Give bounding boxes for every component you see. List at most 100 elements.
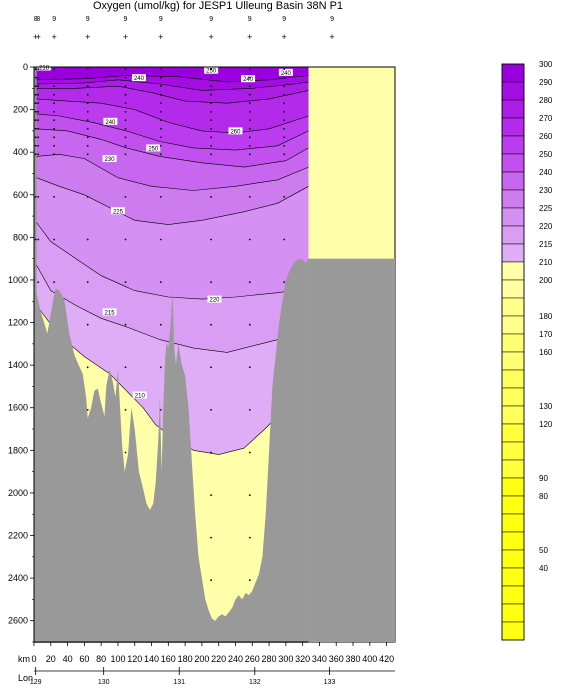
- station-label: 8: [34, 16, 38, 23]
- sample-dot: [248, 102, 251, 105]
- sample-dot: [124, 136, 127, 139]
- sample-dot: [283, 85, 286, 88]
- colorbar-label: 40: [539, 564, 548, 573]
- sample-dot: [124, 451, 127, 454]
- sample-dot: [248, 119, 251, 122]
- sample-dot: [124, 85, 127, 88]
- contour-label: 225: [110, 207, 125, 215]
- sample-dot: [283, 136, 286, 139]
- sample-dot: [53, 238, 55, 241]
- sample-dot: [34, 76, 37, 79]
- svg-text:240: 240: [281, 71, 292, 77]
- fill-above-c290: [36, 67, 309, 82]
- sample-dot: [86, 76, 89, 79]
- colorbar-cell: [501, 135, 525, 155]
- station-plus-marker: +: [123, 32, 128, 42]
- sample-dot: [53, 196, 55, 198]
- sample-dot: [210, 127, 213, 130]
- colorbar-cell: [501, 423, 525, 443]
- sample-dot: [210, 144, 213, 147]
- sample-dot: [86, 93, 89, 96]
- sample-dot: [210, 196, 213, 198]
- sample-dot: [248, 93, 251, 96]
- sample-dot: [37, 110, 40, 113]
- sample-dot: [53, 127, 55, 130]
- colorbar-cell: [501, 495, 525, 515]
- sample-dot: [53, 110, 55, 113]
- colorbar-cell: [501, 441, 525, 461]
- sample-dot: [210, 579, 213, 582]
- sample-dot: [210, 409, 213, 411]
- x-tick-label: 420: [379, 654, 394, 664]
- contour-line-c215: [36, 264, 309, 353]
- x-tick-label: 40: [63, 654, 73, 664]
- sample-dot: [86, 409, 89, 411]
- sample-dot: [210, 110, 213, 113]
- colorbar-label: 200: [539, 276, 553, 285]
- y-tick-label: 2000: [8, 488, 28, 498]
- station-plus-marker: +: [52, 32, 57, 42]
- sample-dot: [248, 76, 251, 79]
- sample-dot: [248, 366, 251, 369]
- sample-dot: [86, 102, 89, 105]
- sample-dot: [283, 102, 286, 105]
- sample-dot: [34, 110, 37, 113]
- svg-text:250: 250: [148, 146, 159, 152]
- sample-dot: [210, 366, 213, 369]
- colorbar-label: 170: [539, 330, 553, 339]
- svg-text:260: 260: [230, 129, 241, 135]
- sample-dot: [159, 153, 162, 156]
- sample-dot: [210, 119, 213, 122]
- colorbar-label: 50: [539, 546, 548, 555]
- colorbar-label: 270: [539, 114, 553, 123]
- x-tick-label: 0: [31, 654, 36, 664]
- colorbar-cell: [501, 369, 525, 389]
- sample-dot: [283, 110, 286, 113]
- contour-line-c260: [36, 98, 309, 134]
- x-tick-label: 220: [211, 654, 226, 664]
- sample-dot: [283, 238, 286, 241]
- station-label: 9: [124, 16, 128, 23]
- colorbar-label: 80: [539, 492, 548, 501]
- sample-dot: [34, 85, 37, 88]
- colorbar-label: 290: [539, 78, 553, 87]
- contour-line-c225: [36, 177, 309, 225]
- sample-dot: [248, 323, 251, 326]
- sample-dot: [124, 102, 127, 105]
- sample-dot: [37, 85, 40, 88]
- sample-dot: [248, 127, 251, 130]
- lon-tick-label: 133: [324, 679, 336, 686]
- colorbar-label: 120: [539, 420, 553, 429]
- y-tick-label: 1200: [8, 318, 28, 328]
- sample-dot: [248, 451, 251, 454]
- x-tick-label: 200: [194, 654, 209, 664]
- sample-dot: [86, 68, 89, 70]
- distance-axis: 0 20 40 60 80 100 120 140 160 180 200 220 240 260 280 3…: [31, 642, 394, 664]
- sample-dot: [159, 409, 162, 411]
- x-tick-label: 140: [144, 654, 159, 664]
- colorbar-label: 300: [539, 60, 553, 69]
- y-tick-label: 1000: [8, 275, 28, 285]
- sample-dot: [34, 144, 37, 147]
- svg-text:240: 240: [105, 120, 116, 126]
- sample-dot: [124, 281, 127, 283]
- x-tick-label: 120: [127, 654, 142, 664]
- sample-dot: [159, 76, 162, 79]
- contour-line-c230: [36, 153, 309, 191]
- x-tick-label: 180: [178, 654, 193, 664]
- sample-dot: [86, 153, 89, 156]
- sample-dot: [37, 127, 40, 130]
- colorbar-label: 215: [539, 240, 553, 249]
- svg-text:210: 210: [135, 393, 146, 399]
- y-tick-label: 2400: [8, 573, 28, 583]
- colorbar-cell: [501, 387, 525, 407]
- sample-dot: [53, 119, 55, 122]
- sample-dot: [210, 494, 213, 496]
- contour-label: 230: [102, 155, 117, 163]
- contour-line-c270: [36, 85, 309, 104]
- colorbar-label: 225: [539, 204, 553, 213]
- sample-dot: [248, 153, 251, 156]
- station-plus-marker: +: [329, 32, 334, 42]
- colorbar-cell: [501, 531, 525, 551]
